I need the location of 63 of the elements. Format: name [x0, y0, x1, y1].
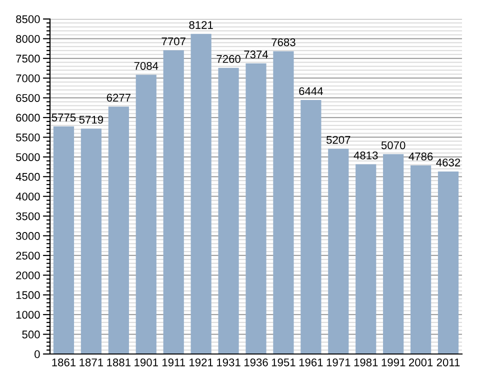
x-tick-label: 1881 [107, 358, 130, 366]
x-tick-label: 1901 [134, 358, 158, 366]
bar [190, 34, 212, 354]
x-tick-label: 1981 [354, 358, 378, 366]
y-tick-label: 1500 [16, 291, 40, 300]
y-tick-label: 5000 [16, 153, 40, 162]
data-label: 7260 [216, 55, 240, 63]
bar [246, 63, 266, 354]
data-label: 8121 [189, 21, 213, 29]
y-tick-label: 8000 [16, 34, 40, 43]
x-tick-label: 2001 [409, 358, 433, 366]
bar [136, 74, 156, 354]
y-tick-label: 4500 [16, 172, 40, 181]
x-tick-label: 1911 [162, 358, 186, 366]
data-label: 6277 [106, 94, 130, 102]
bar [218, 68, 239, 354]
data-label: 4632 [436, 158, 460, 166]
x-tick-label: 1861 [52, 358, 76, 366]
data-label: 4813 [354, 151, 378, 160]
x-tick-label: 1871 [80, 358, 104, 366]
data-label: 6444 [299, 87, 323, 96]
bar [163, 50, 184, 354]
x-tick-label: 1931 [217, 358, 240, 366]
y-tick-label: 2000 [16, 271, 40, 280]
y-tick-label: 0 [34, 350, 40, 358]
y-tick-label: 6000 [16, 114, 40, 122]
y-tick-label: 1000 [16, 310, 40, 319]
bar [108, 106, 129, 354]
y-tick-label: 7000 [16, 74, 40, 82]
y-tick-label: 4000 [16, 192, 40, 200]
bar [273, 51, 294, 354]
y-tick-label: 3000 [16, 232, 40, 240]
y-tick-label: 500 [22, 330, 40, 338]
bar [328, 148, 349, 354]
bar [383, 154, 404, 354]
bar [300, 100, 322, 354]
data-label: 4786 [408, 152, 433, 160]
data-label: 5775 [52, 114, 76, 122]
x-tick-label: 1991 [382, 358, 406, 366]
x-tick-label: 2011 [436, 358, 460, 366]
y-tick-label: 5500 [16, 134, 40, 142]
y-tick-label: 7500 [16, 54, 40, 63]
data-label: 7374 [244, 50, 268, 58]
x-tick-label: 1921 [190, 358, 213, 366]
data-label: 5719 [79, 116, 104, 124]
bar [410, 165, 432, 354]
x-tick-label: 1936 [244, 358, 268, 366]
data-label: 7707 [162, 37, 186, 46]
data-label: 5070 [381, 141, 406, 150]
bar [356, 164, 376, 354]
bar [438, 171, 459, 354]
x-tick-label: 1951 [272, 358, 296, 366]
y-tick-label: 6500 [16, 94, 40, 102]
data-label: 5207 [326, 136, 350, 144]
bar [80, 128, 102, 354]
y-tick-label: 2500 [16, 252, 40, 260]
y-tick-label: 8500 [16, 15, 40, 24]
x-tick-label: 1971 [326, 358, 350, 366]
data-label: 7683 [272, 38, 296, 46]
y-tick-label: 3500 [16, 212, 40, 220]
x-tick-label: 1961 [299, 358, 323, 366]
bar [53, 126, 74, 354]
data-label: 7084 [134, 62, 158, 70]
